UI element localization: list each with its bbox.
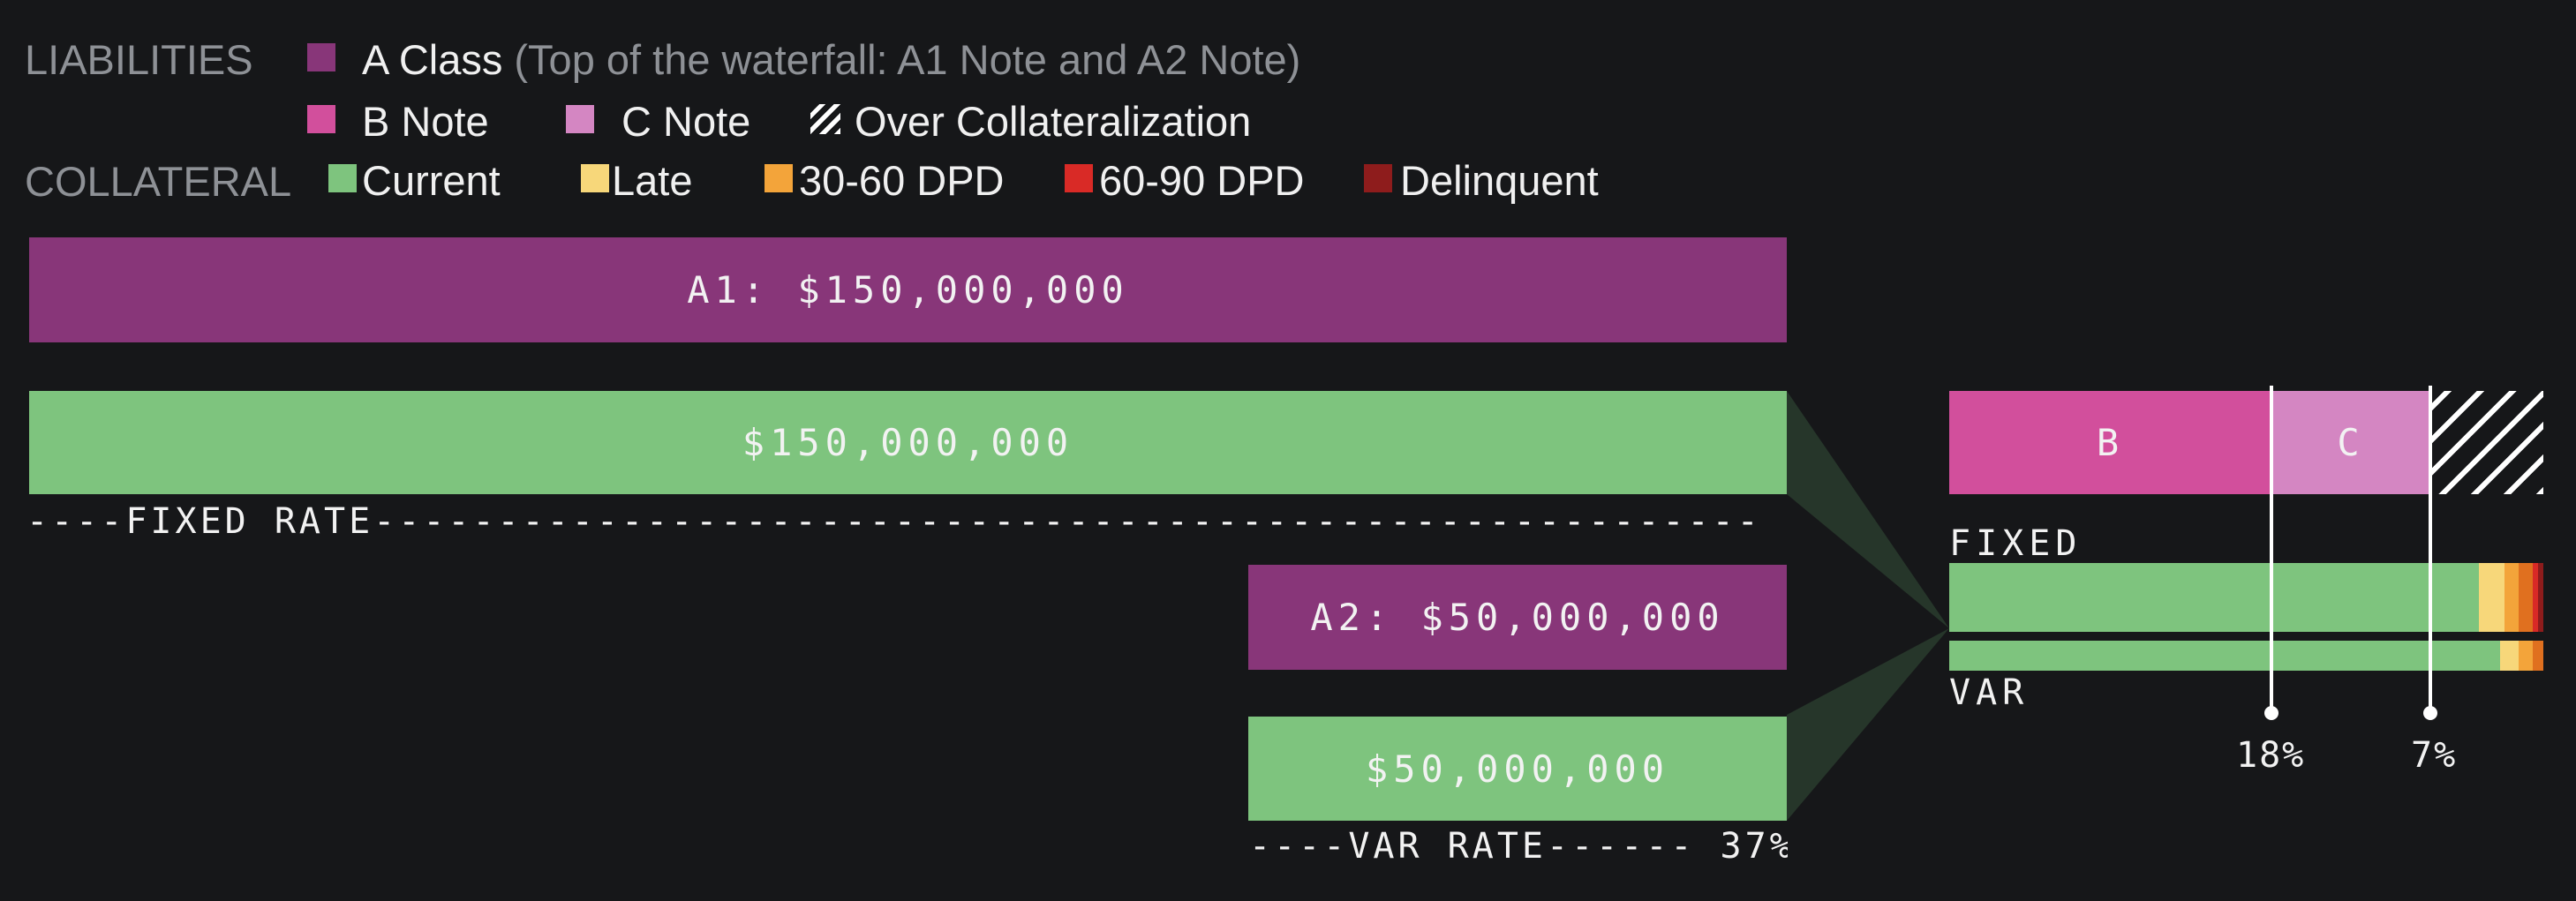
var-connector — [1787, 628, 1949, 821]
a1-note-bar: A1: $150,000,000 — [29, 237, 1787, 342]
c-note-bar: C — [2271, 391, 2430, 494]
a-class-legend: A Class (Top of the waterfall: A1 Note a… — [362, 39, 1300, 80]
delinquent-swatch — [1364, 164, 1392, 192]
fixed-connector — [1787, 391, 1949, 628]
c-note-bar-label: C — [2337, 421, 2365, 464]
a1-note-label: A1: $150,000,000 — [687, 268, 1129, 312]
30-60-dpd-label: 30-60 DPD — [799, 157, 1005, 204]
30-60-dpd-swatch — [765, 164, 793, 192]
a-class-note: (Top of the waterfall: A1 Note and A2 No… — [514, 36, 1301, 83]
fixed-late-segment — [2479, 563, 2504, 632]
a2-note-label: A2: $50,000,000 — [1310, 596, 1725, 639]
60-90-dpd-swatch — [1065, 164, 1093, 192]
late-swatch — [581, 164, 609, 192]
marker-18-label: 18% — [2236, 735, 2306, 776]
collateral-heading: COLLATERAL — [25, 158, 292, 205]
current-label: Current — [362, 157, 501, 204]
fixed-delinquent-segment-a — [2533, 563, 2538, 632]
fixed-label: FIXED — [1949, 523, 2083, 564]
b-note-bar-label: B — [2096, 421, 2125, 464]
marker-18-dot — [2264, 706, 2278, 720]
over-collateralization-swatch — [810, 104, 840, 134]
current-swatch — [328, 164, 357, 192]
fixed-30-60-segment — [2504, 563, 2519, 632]
a-class-label: A Class — [362, 36, 503, 83]
fixed-60-90-segment — [2519, 563, 2533, 632]
var-label: VAR — [1949, 672, 2030, 713]
marker-18-line — [2270, 386, 2273, 712]
late-label: Late — [612, 157, 693, 204]
marker-7-dot — [2423, 706, 2437, 720]
fixed-delinquent-segment — [2538, 563, 2543, 632]
var-collateral-bar: $50,000,000 — [1248, 717, 1787, 821]
b-note-label: B Note — [362, 98, 489, 145]
over-collateralization-bar — [2430, 391, 2543, 494]
fixed-collateral-bar: $150,000,000 — [29, 391, 1787, 494]
a2-note-bar: A2: $50,000,000 — [1248, 565, 1787, 670]
marker-7-line — [2429, 386, 2432, 712]
fixed-current-segment — [1949, 563, 2479, 632]
liabilities-heading: LIABILITIES — [25, 36, 253, 83]
60-90-dpd-label: 60-90 DPD — [1099, 157, 1305, 204]
var-60-90-segment — [2533, 641, 2543, 671]
b-note-bar: B — [1949, 391, 2271, 494]
marker-7-label: 7% — [2411, 735, 2458, 776]
c-note-label: C Note — [621, 98, 751, 145]
var-30-60-segment — [2519, 641, 2533, 671]
var-rate-line: ----VAR RATE------ 37% — [1249, 829, 1788, 864]
delinquent-label: Delinquent — [1400, 157, 1599, 204]
over-collateralization-label: Over Collateralization — [855, 98, 1252, 145]
c-note-swatch — [566, 105, 594, 133]
a-class-swatch — [307, 43, 335, 71]
var-collateral-label: $50,000,000 — [1365, 747, 1670, 791]
fixed-collateral-label: $150,000,000 — [742, 421, 1074, 464]
var-late-segment — [2500, 641, 2519, 671]
var-current-segment — [1949, 641, 2500, 671]
b-note-swatch — [307, 105, 335, 133]
fixed-rate-line: ----FIXED RATE--------------------------… — [26, 504, 1785, 539]
